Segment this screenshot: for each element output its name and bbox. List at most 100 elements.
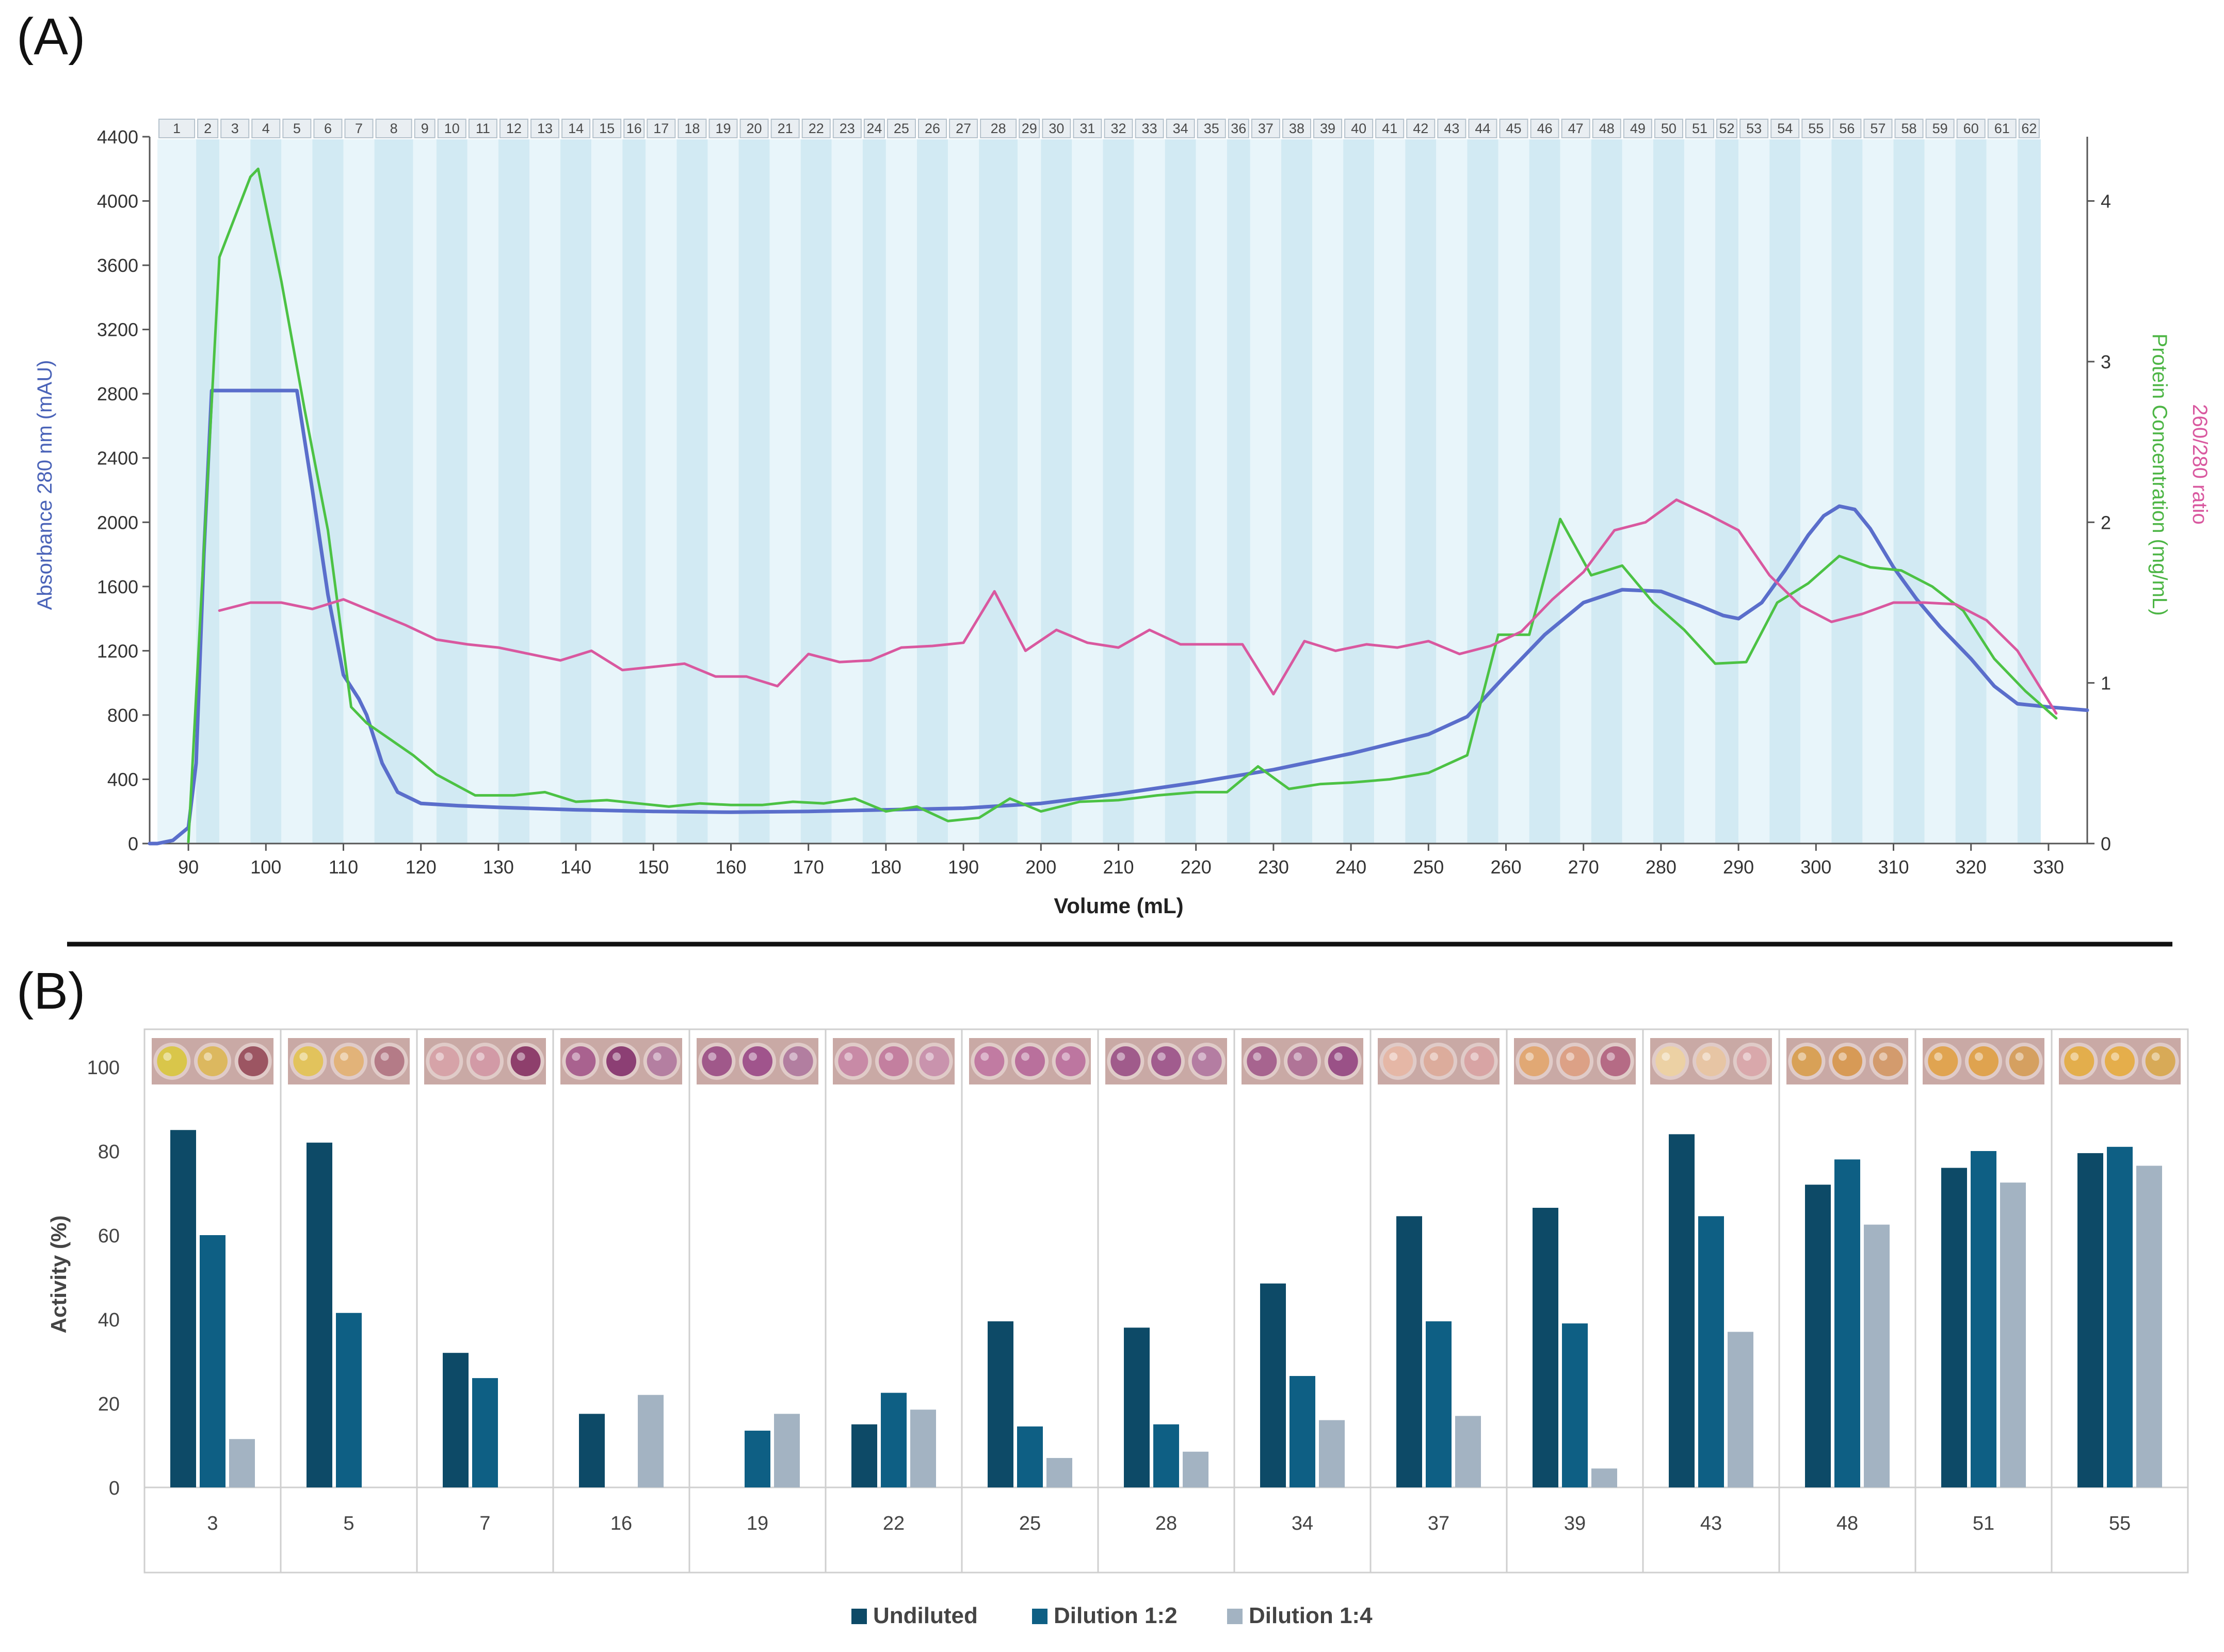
well-sample (1792, 1046, 1822, 1076)
fraction-band (1467, 139, 1498, 844)
y-tick-label-right: 4 (2101, 191, 2111, 212)
fraction-label-box (832, 119, 862, 138)
fraction-band (1831, 139, 1863, 844)
well-sample (1151, 1046, 1181, 1076)
bar-dilution-1-4-25 (1046, 1457, 1072, 1487)
legend-label: Dilution 1:2 (1054, 1603, 1178, 1628)
well-sample (1519, 1046, 1550, 1076)
fraction-label-box (592, 119, 622, 138)
fraction-label: 48 (1599, 121, 1615, 136)
fraction-label-box (1197, 119, 1226, 138)
fraction-label: 37 (1258, 121, 1274, 136)
y-tick-label: 1200 (97, 640, 138, 661)
fraction-category-label: 3 (207, 1513, 218, 1534)
well-photo-3 (152, 1038, 273, 1084)
fraction-label: 43 (1444, 121, 1459, 136)
fraction-label-box (375, 119, 412, 138)
fraction-band (1769, 139, 1801, 844)
x-tick-label: 330 (2033, 856, 2064, 878)
well-highlight (1334, 1052, 1343, 1061)
well-sample (1928, 1046, 1958, 1076)
well-highlight (1389, 1052, 1398, 1061)
fraction-band (979, 139, 1018, 844)
legend-swatch (1032, 1609, 1047, 1624)
fraction-band (1018, 139, 1041, 844)
legend-swatch (1227, 1609, 1243, 1624)
fraction-header: 1 2 3 4 5 6 7 8 9 10 11 12 13 14 15 16 17 18 19 20 21 22 23 24 2… (158, 119, 2040, 138)
well-highlight (1934, 1052, 1943, 1061)
fraction-category-label: 22 (883, 1513, 905, 1534)
fraction-label-box (437, 119, 466, 138)
fraction-label: 16 (626, 121, 642, 136)
well-highlight (844, 1052, 853, 1061)
fraction-band (413, 139, 437, 844)
fraction-label-box (1251, 119, 1280, 138)
fraction-label: 47 (1568, 121, 1584, 136)
well-highlight (1879, 1052, 1888, 1061)
fraction-label: 52 (1719, 121, 1735, 136)
fraction-band (529, 139, 561, 844)
fraction-label: 21 (778, 121, 793, 136)
bar-dilution-1-4-55 (2136, 1165, 2162, 1487)
bar-dilution-1-2-51 (1971, 1151, 1996, 1487)
well-highlight (1157, 1052, 1166, 1061)
well-sample (1464, 1046, 1494, 1076)
bar-dilution-1-2-5 (336, 1313, 362, 1487)
fraction-label: 17 (653, 121, 669, 136)
x-tick-label: 160 (715, 856, 746, 878)
fraction-label: 15 (599, 121, 615, 136)
fraction-band (157, 139, 197, 844)
bar-undiluted-25 (988, 1321, 1013, 1487)
bar-undiluted-55 (2077, 1153, 2103, 1487)
fraction-label-box (980, 119, 1017, 138)
well-highlight (1606, 1052, 1615, 1061)
fraction-label-box (158, 119, 196, 138)
well-sample (1328, 1046, 1358, 1076)
fraction-label: 10 (444, 121, 460, 136)
fraction-label: 40 (1351, 121, 1366, 136)
bar-dilution-1-2-48 (1834, 1159, 1860, 1487)
fraction-band (1041, 139, 1072, 844)
fraction-label-box (1561, 119, 1590, 138)
bar-undiluted-34 (1260, 1283, 1286, 1487)
fraction-label-box (1228, 119, 1249, 138)
y-axis-label-protein: Protein Concentration (mg/mL) (2148, 334, 2171, 616)
fraction-label: 2 (204, 121, 212, 136)
fraction-band (1591, 139, 1622, 844)
fraction-label: 42 (1413, 121, 1428, 136)
fraction-label: 33 (1142, 121, 1157, 136)
fraction-label-box (251, 119, 281, 138)
fraction-label-box (1406, 119, 1436, 138)
well-highlight (2070, 1052, 2079, 1061)
legend-label: Dilution 1:4 (1249, 1603, 1373, 1628)
bar-undiluted-28 (1124, 1327, 1150, 1487)
well-highlight (2015, 1052, 2024, 1061)
bar-dilution-1-4-3 (229, 1439, 255, 1487)
fraction-band (1405, 139, 1437, 844)
well-highlight (299, 1052, 308, 1061)
well-highlight (244, 1052, 253, 1061)
well-highlight (1198, 1052, 1206, 1061)
well-highlight (476, 1052, 485, 1061)
bar-dilution-1-2-28 (1153, 1424, 1179, 1487)
activity-y-axis-label: Activity (%) (46, 1216, 71, 1334)
bar-dilution-1-4-39 (1591, 1468, 1617, 1487)
fraction-band (676, 139, 708, 844)
fraction-label-box (1623, 119, 1652, 138)
x-tick-label: 150 (638, 856, 669, 878)
fraction-label-box (1739, 119, 1769, 138)
fraction-label-box (1832, 119, 1862, 138)
activity-plot-border (143, 1028, 2189, 1574)
fraction-label: 56 (1839, 121, 1855, 136)
fraction-label-box (1073, 119, 1102, 138)
x-tick-label: 210 (1103, 856, 1134, 878)
well-sample (470, 1046, 500, 1076)
bar-dilution-1-4-48 (1864, 1224, 1890, 1487)
well-sample (1655, 1046, 1686, 1076)
fraction-label: 9 (421, 121, 429, 136)
bar-undiluted-43 (1669, 1134, 1695, 1487)
ratio-260-280-line (218, 498, 2058, 715)
fraction-band (862, 139, 886, 844)
fraction-label: 29 (1022, 121, 1037, 136)
well-photo-55 (2059, 1038, 2181, 1084)
